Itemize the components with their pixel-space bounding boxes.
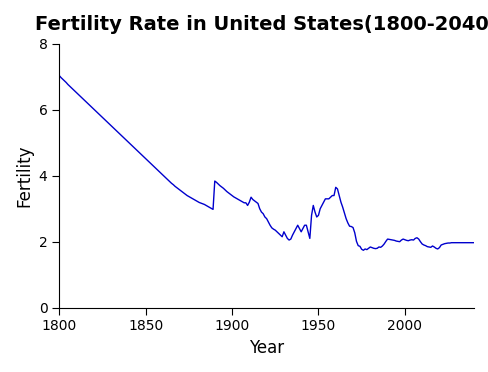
X-axis label: Year: Year [248,339,284,357]
Title: Fertility Rate in United States(1800-2040): Fertility Rate in United States(1800-204… [35,15,488,34]
Y-axis label: Fertility: Fertility [15,144,33,207]
